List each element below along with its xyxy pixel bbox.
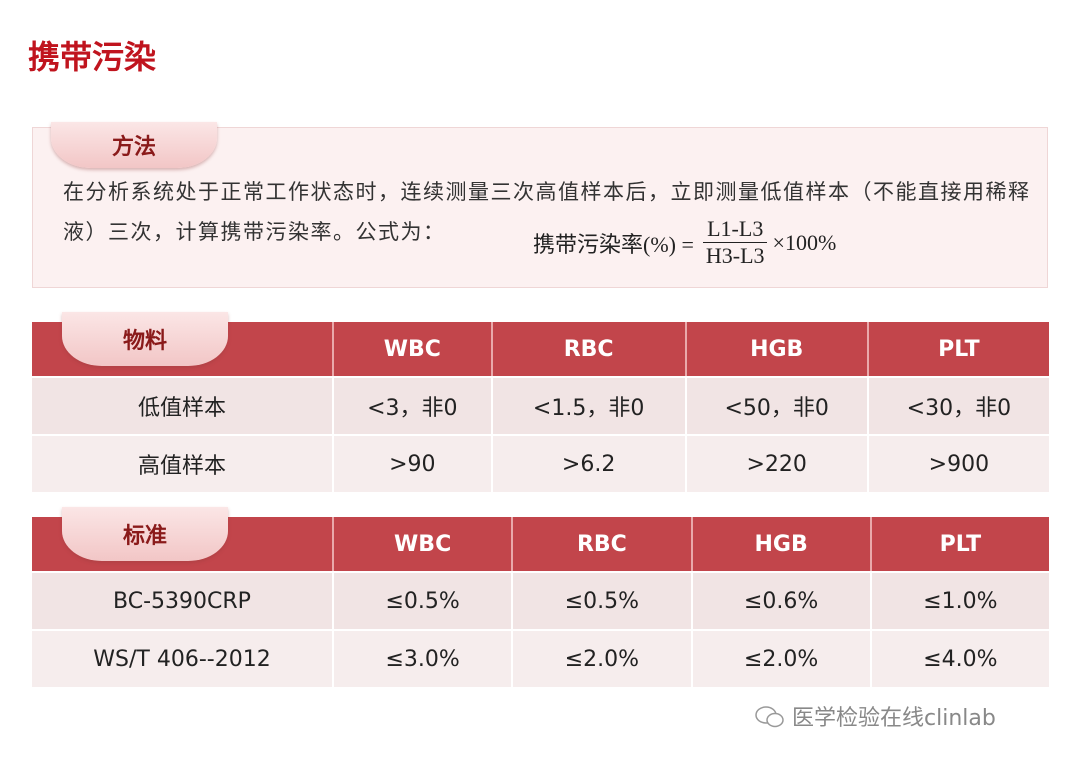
standard-table: 标准 WBC RBC HGB PLT BC-5390CRP ≤0.5% ≤0.5% ≤0.6% ≤… (32, 507, 1049, 687)
table-row: WS/T 406--2012 ≤3.0% ≤2.0% ≤2.0% ≤4.0% (32, 629, 1049, 687)
denominator: H3-L3 (705, 243, 765, 268)
formula-factor: ×100% (772, 229, 837, 255)
method-tab: 方法 (51, 122, 217, 168)
table-cell: ≤2.0% (511, 629, 691, 687)
table-cell: ≤4.0% (869, 629, 1049, 687)
wechat-icon (755, 706, 784, 728)
formula: 携带污染率(%) = L1-L3 H3-L3 ×100% (533, 216, 836, 269)
method-text: 在分析系统处于正常工作状态时，连续测量三次高值样本后，立即测量低值样本（不能直接… (63, 180, 1031, 244)
table-cell: <50，非0 (684, 376, 867, 434)
table-cell: <1.5，非0 (490, 376, 685, 434)
header-row: 物料 WBC RBC HGB PLT (32, 312, 1049, 376)
header-cell: HGB (684, 322, 867, 376)
table-cell: 低值样本 (32, 376, 332, 434)
header-cell: HGB (690, 517, 870, 571)
table-row: 高值样本 >90 >6.2 >220 >900 (32, 434, 1049, 492)
table-cell: ≤1.0% (869, 571, 1049, 629)
watermark: 医学检验在线clinlab (755, 700, 996, 732)
table-row: BC-5390CRP ≤0.5% ≤0.5% ≤0.6% ≤1.0% (32, 571, 1049, 629)
header-cell: PLT (869, 517, 1049, 571)
table-cell: <30，非0 (866, 376, 1049, 434)
table-cell: >900 (866, 434, 1049, 492)
table-cell: BC-5390CRP (32, 571, 332, 629)
fraction: L1-L3 H3-L3 (702, 216, 769, 269)
table-cell: WS/T 406--2012 (32, 629, 332, 687)
table-row: 低值样本 <3，非0 <1.5，非0 <50，非0 <30，非0 (32, 376, 1049, 434)
table-cell: ≤3.0% (332, 629, 512, 687)
formula-lhs: 携带污染率(%) = (533, 231, 694, 257)
header-cell: WBC (332, 322, 491, 376)
table-cell: <3，非0 (332, 376, 491, 434)
method-box: 方法 在分析系统处于正常工作状态时，连续测量三次高值样本后，立即测量低值样本（不… (32, 122, 1048, 288)
header-cell: 标准 (32, 507, 332, 571)
watermark-text: 医学检验在线clinlab (792, 706, 996, 731)
table-cell: >90 (332, 434, 491, 492)
material-table: 物料 WBC RBC HGB PLT 低值样本 <3，非0 <1.5，非0 <50，非0 <30，… (32, 312, 1049, 492)
header-cell: RBC (490, 322, 685, 376)
numerator: L1-L3 (703, 216, 768, 243)
table-cell: ≤0.5% (332, 571, 512, 629)
header-cell: RBC (511, 517, 691, 571)
table-tab: 标准 (62, 507, 228, 561)
header-cell: WBC (332, 517, 512, 571)
table-cell: >220 (684, 434, 867, 492)
header-row: 标准 WBC RBC HGB PLT (32, 507, 1049, 571)
table-cell: 高值样本 (32, 434, 332, 492)
table-tab: 物料 (62, 312, 228, 366)
title: 携带污染 (28, 38, 157, 76)
header-cell: PLT (866, 322, 1049, 376)
header-cell: 物料 (32, 312, 332, 376)
table-cell: ≤0.5% (511, 571, 691, 629)
table-cell: ≤0.6% (690, 571, 870, 629)
table-cell: >6.2 (490, 434, 685, 492)
table-cell: ≤2.0% (690, 629, 870, 687)
